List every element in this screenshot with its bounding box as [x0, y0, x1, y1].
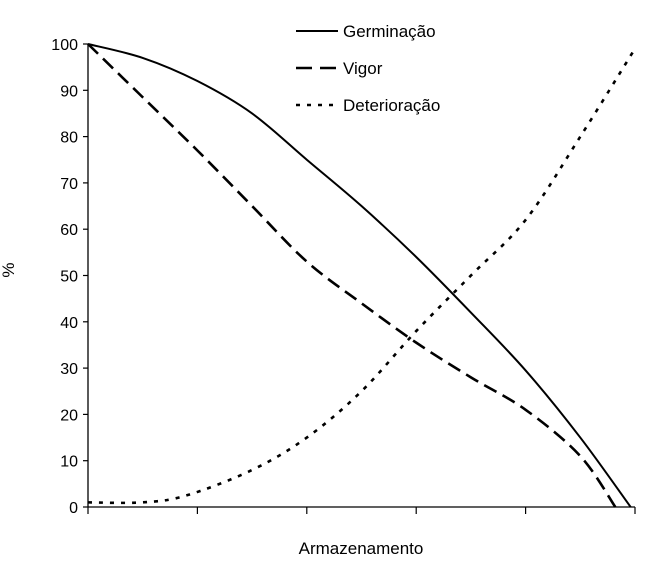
y-tick-label: 0	[69, 500, 78, 517]
series-line-dotted	[87, 47, 637, 505]
legend-label: Deterioração	[343, 96, 440, 115]
x-axis-ticks	[87, 507, 636, 514]
series-line-solid	[87, 43, 632, 508]
y-tick-label: 80	[60, 130, 78, 147]
y-tick-label: 70	[60, 176, 78, 193]
x-axis-label: Armazenamento	[299, 539, 424, 558]
legend-label: Vigor	[343, 59, 383, 78]
y-tick-label: 60	[60, 222, 78, 239]
legend-label: Germinação	[343, 22, 436, 41]
series-lines	[87, 43, 637, 508]
y-tick-label: 100	[51, 37, 78, 54]
y-tick-label: 50	[60, 269, 78, 286]
y-axis-label: %	[0, 262, 18, 277]
y-tick-label: 10	[60, 454, 78, 471]
y-tick-label: 20	[60, 407, 78, 424]
legend: Germinação Vigor Deterioração	[296, 22, 440, 115]
y-tick-label: 30	[60, 361, 78, 378]
series-line-dashed	[87, 43, 617, 508]
y-tick-label: 40	[60, 315, 78, 332]
y-tick-label: 90	[60, 83, 78, 100]
y-axis-ticks: 0 10 20 30 40 50 60 70 80 90 100	[51, 37, 88, 517]
